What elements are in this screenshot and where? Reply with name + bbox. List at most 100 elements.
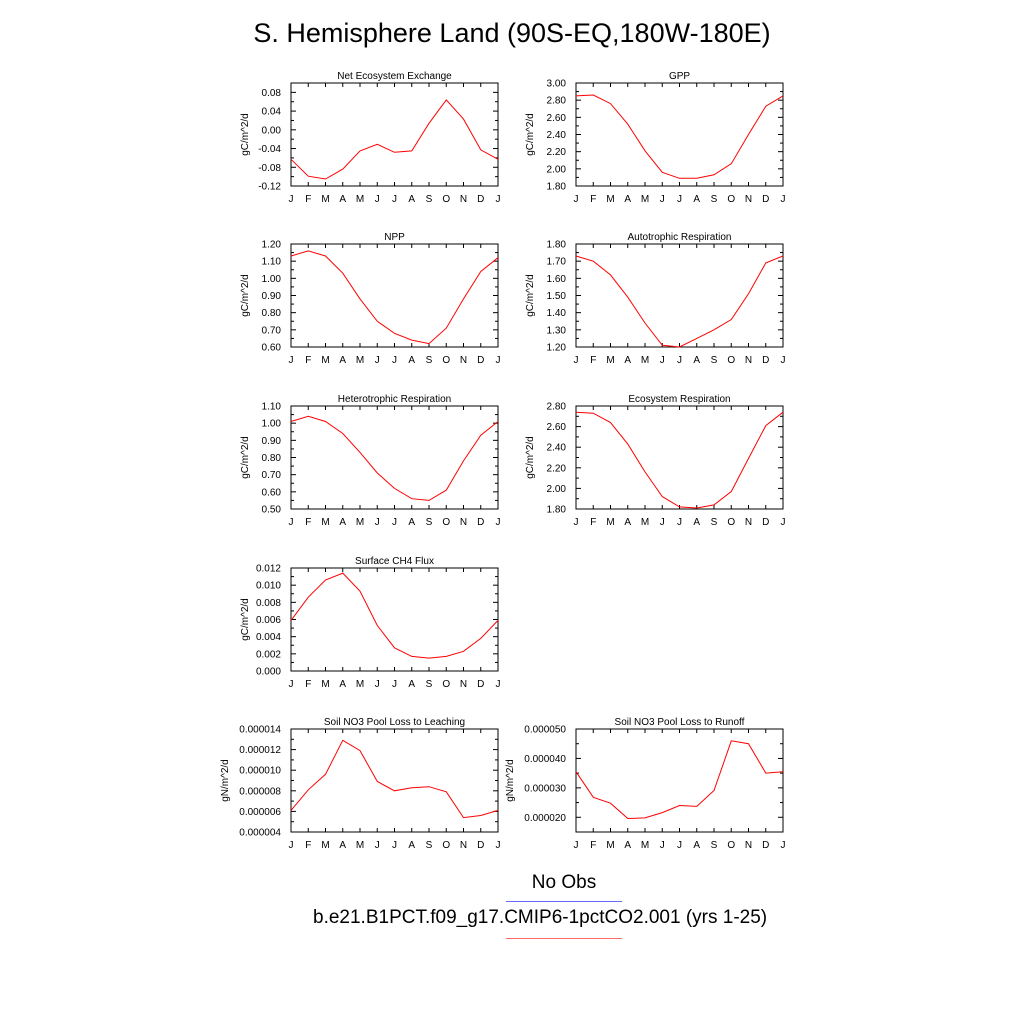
y-tick-label: 0.000008 xyxy=(239,786,281,797)
y-tick-label: 0.000020 xyxy=(524,813,566,824)
x-tick-label: M xyxy=(321,517,329,528)
y-tick-label: 1.50 xyxy=(547,291,567,302)
y-tick-label: 2.00 xyxy=(547,484,567,495)
x-tick-label: N xyxy=(460,355,467,366)
y-tick-label: 0.012 xyxy=(256,564,281,575)
x-tick-label: J xyxy=(781,355,786,366)
series-line xyxy=(290,250,499,345)
y-axis-label: gC/m^2/d xyxy=(240,113,251,156)
series-line xyxy=(575,411,784,509)
x-tick-label: D xyxy=(762,840,769,851)
x-tick-label: M xyxy=(606,194,614,205)
y-axis-label: gC/m^2/d xyxy=(525,113,536,156)
y-tick-label: 0.08 xyxy=(262,88,282,99)
x-tick-label: A xyxy=(624,194,631,205)
y-tick-label: 2.80 xyxy=(547,96,567,107)
y-tick-label: 2.00 xyxy=(547,164,567,175)
y-tick-label: 1.60 xyxy=(547,274,567,285)
x-tick-label: J xyxy=(392,679,397,690)
plot-frame xyxy=(575,728,784,833)
x-tick-label: A xyxy=(624,840,631,851)
x-tick-label: N xyxy=(745,840,752,851)
x-tick-label: J xyxy=(660,355,665,366)
y-tick-label: 1.80 xyxy=(547,240,567,251)
y-tick-label: 0.000012 xyxy=(239,745,281,756)
panel-title: Soil NO3 Pool Loss to Leaching xyxy=(324,717,465,728)
x-tick-label: A xyxy=(339,679,346,690)
x-tick-label: J xyxy=(392,355,397,366)
x-tick-label: M xyxy=(321,679,329,690)
legend-case-label: b.e21.B1PCT.f09_g17.CMIP6-1pctCO2.001 (y… xyxy=(313,907,768,928)
x-tick-label: M xyxy=(641,840,649,851)
y-tick-label: 0.000040 xyxy=(524,754,566,765)
x-tick-label: A xyxy=(408,679,415,690)
y-axis-label: gC/m^2/d xyxy=(240,598,251,641)
x-tick-label: J xyxy=(677,355,682,366)
x-tick-label: O xyxy=(727,355,735,366)
x-tick-label: J xyxy=(781,517,786,528)
x-tick-label: N xyxy=(745,355,752,366)
x-tick-label: J xyxy=(392,517,397,528)
series-line xyxy=(290,572,499,659)
y-tick-label: 0.04 xyxy=(262,107,282,118)
x-tick-label: J xyxy=(781,840,786,851)
series-line xyxy=(575,255,784,348)
y-tick-label: -0.08 xyxy=(258,163,281,174)
x-tick-label: A xyxy=(408,194,415,205)
y-tick-label: 2.80 xyxy=(547,402,567,413)
y-tick-label: 1.30 xyxy=(547,325,567,336)
y-tick-label: 1.20 xyxy=(547,343,567,354)
x-tick-label: J xyxy=(574,517,579,528)
x-tick-label: D xyxy=(477,840,484,851)
x-tick-label: S xyxy=(711,194,718,205)
legend-obs-label: No Obs xyxy=(531,872,597,893)
y-tick-label: 0.002 xyxy=(256,649,281,660)
y-tick-label: 0.000030 xyxy=(524,783,566,794)
x-tick-label: O xyxy=(442,194,450,205)
x-tick-label: A xyxy=(339,517,346,528)
y-tick-label: 0.006 xyxy=(256,615,281,626)
y-tick-label: 2.20 xyxy=(547,463,567,474)
x-tick-label: J xyxy=(496,840,501,851)
y-tick-label: 0.000050 xyxy=(524,725,566,736)
x-tick-label: A xyxy=(624,517,631,528)
x-tick-label: O xyxy=(442,355,450,366)
y-tick-label: 0.010 xyxy=(256,581,281,592)
x-tick-label: J xyxy=(496,517,501,528)
plot-frame xyxy=(575,243,784,348)
plot-frame xyxy=(290,405,499,510)
x-tick-label: N xyxy=(460,517,467,528)
x-tick-label: A xyxy=(339,840,346,851)
page-title: S. Hemisphere Land (90S-EQ,180W-180E) xyxy=(253,18,771,48)
x-tick-label: S xyxy=(426,517,433,528)
y-tick-label: 1.80 xyxy=(547,182,567,193)
y-tick-label: 2.60 xyxy=(547,113,567,124)
x-tick-label: M xyxy=(641,355,649,366)
plot-frame xyxy=(575,405,784,510)
x-tick-label: J xyxy=(289,517,294,528)
y-axis-label: gN/m^2/d xyxy=(505,759,516,802)
x-tick-label: O xyxy=(727,194,735,205)
x-tick-label: O xyxy=(727,517,735,528)
y-tick-label: 1.40 xyxy=(547,308,567,319)
x-tick-label: J xyxy=(574,194,579,205)
plot-frame xyxy=(290,82,499,187)
x-tick-label: S xyxy=(426,355,433,366)
x-tick-label: M xyxy=(641,517,649,528)
x-tick-label: S xyxy=(711,840,718,851)
x-tick-label: J xyxy=(496,194,501,205)
y-tick-label: 2.40 xyxy=(547,443,567,454)
plot-frame xyxy=(290,243,499,348)
y-tick-label: 0.80 xyxy=(262,453,282,464)
x-tick-label: J xyxy=(496,355,501,366)
x-tick-label: N xyxy=(745,194,752,205)
x-tick-label: F xyxy=(305,840,311,851)
series-line xyxy=(575,94,784,179)
y-tick-label: 0.90 xyxy=(262,291,282,302)
y-tick-label: 0.90 xyxy=(262,436,282,447)
x-tick-label: M xyxy=(356,194,364,205)
panel-title: GPP xyxy=(669,71,690,82)
